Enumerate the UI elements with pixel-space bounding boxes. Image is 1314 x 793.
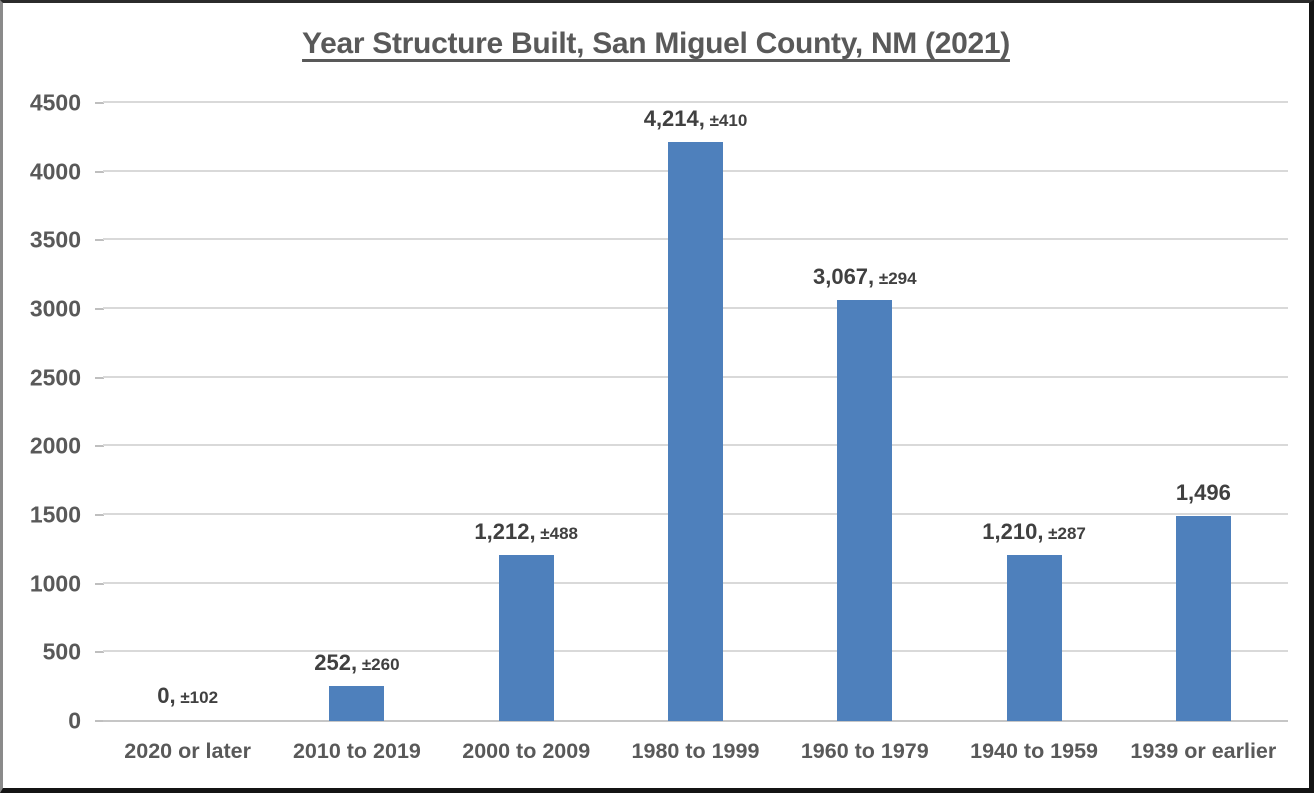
y-tick-mark — [95, 239, 104, 242]
y-tick-label: 3000 — [29, 295, 81, 322]
plot-area: 0, ±102 252, ±260 1,212, ±488 4,214, ±410 3,… — [103, 101, 1288, 722]
y-axis: 0 500 1000 1500 2000 2500 3000 3500 4000 4500 — [3, 90, 104, 734]
bar-data-label: 3,067, ±294 — [813, 264, 917, 290]
y-tick-label: 1500 — [29, 501, 81, 528]
y-tick-mark — [95, 582, 104, 585]
x-category-label: 1940 to 1959 — [970, 738, 1099, 763]
bar-2000-to-2009 — [498, 555, 554, 721]
y-tick-mark — [95, 651, 104, 654]
y-tick-mark — [95, 445, 104, 448]
y-tick-mark — [95, 102, 104, 104]
y-tick-label: 4500 — [29, 89, 81, 116]
x-axis: 2020 or later 2010 to 2019 2000 to 2009 198… — [103, 734, 1288, 768]
bar-margin-of-error: ±102 — [175, 688, 219, 707]
x-category-label: 2000 to 2009 — [462, 738, 591, 763]
bar-value: 1,212, — [474, 519, 536, 544]
bar-margin-of-error: ±260 — [357, 655, 400, 674]
y-tick-mark — [95, 720, 104, 722]
bar-margin-of-error: ±294 — [874, 269, 917, 288]
y-tick-mark — [95, 308, 104, 311]
y-tick-label: 4000 — [29, 158, 81, 185]
x-category-label: 1980 to 1999 — [631, 738, 760, 763]
chart-title: Year Structure Built, San Miguel County,… — [302, 27, 1010, 60]
bar-data-label: 1,496 — [1176, 480, 1231, 506]
bar-value: 4,214, — [643, 106, 705, 131]
bar-margin-of-error: ±287 — [1043, 524, 1086, 543]
bar-value: 1,210, — [982, 519, 1044, 544]
bar-1940-to-1959 — [1006, 555, 1062, 721]
bar-value: 3,067, — [812, 264, 875, 289]
bar-1939-or-earlier — [1175, 516, 1231, 721]
y-tick-label: 1000 — [29, 570, 81, 597]
y-tick-mark — [95, 514, 104, 517]
bar-data-label: 4,214, ±410 — [644, 106, 748, 132]
x-category-label: 2010 to 2019 — [292, 738, 421, 763]
y-tick-label: 3500 — [29, 226, 81, 253]
bar-data-label: 0, ±102 — [157, 683, 218, 709]
y-tick-mark — [95, 376, 104, 379]
gridline — [103, 101, 1288, 103]
y-tick-mark — [95, 170, 104, 173]
bar-2010-to-2019 — [329, 686, 385, 721]
bar-value: 0, — [157, 683, 176, 708]
bar-data-label: 1,210, ±287 — [982, 519, 1086, 545]
y-tick-label: 2500 — [29, 364, 81, 391]
bar-1980-to-1999 — [668, 142, 723, 721]
bar-value: 252, — [314, 650, 358, 675]
bar-data-label: 1,212, ±488 — [474, 519, 578, 545]
x-category-label: 1960 to 1979 — [800, 738, 929, 763]
x-axis-line — [103, 720, 1288, 722]
y-tick-label: 0 — [68, 707, 81, 734]
bar-value: 1,496 — [1175, 480, 1231, 505]
bar-1960-to-1979 — [837, 300, 893, 721]
bar-margin-of-error: ±488 — [535, 524, 578, 543]
bar-margin-of-error: ±410 — [704, 111, 748, 130]
y-tick-label: 2000 — [29, 432, 81, 459]
bar-data-label: 252, ±260 — [314, 650, 399, 676]
x-category-label: 1939 or earlier — [1130, 738, 1277, 763]
y-tick-label: 500 — [42, 638, 81, 665]
x-category-label: 2020 or later — [124, 738, 251, 763]
